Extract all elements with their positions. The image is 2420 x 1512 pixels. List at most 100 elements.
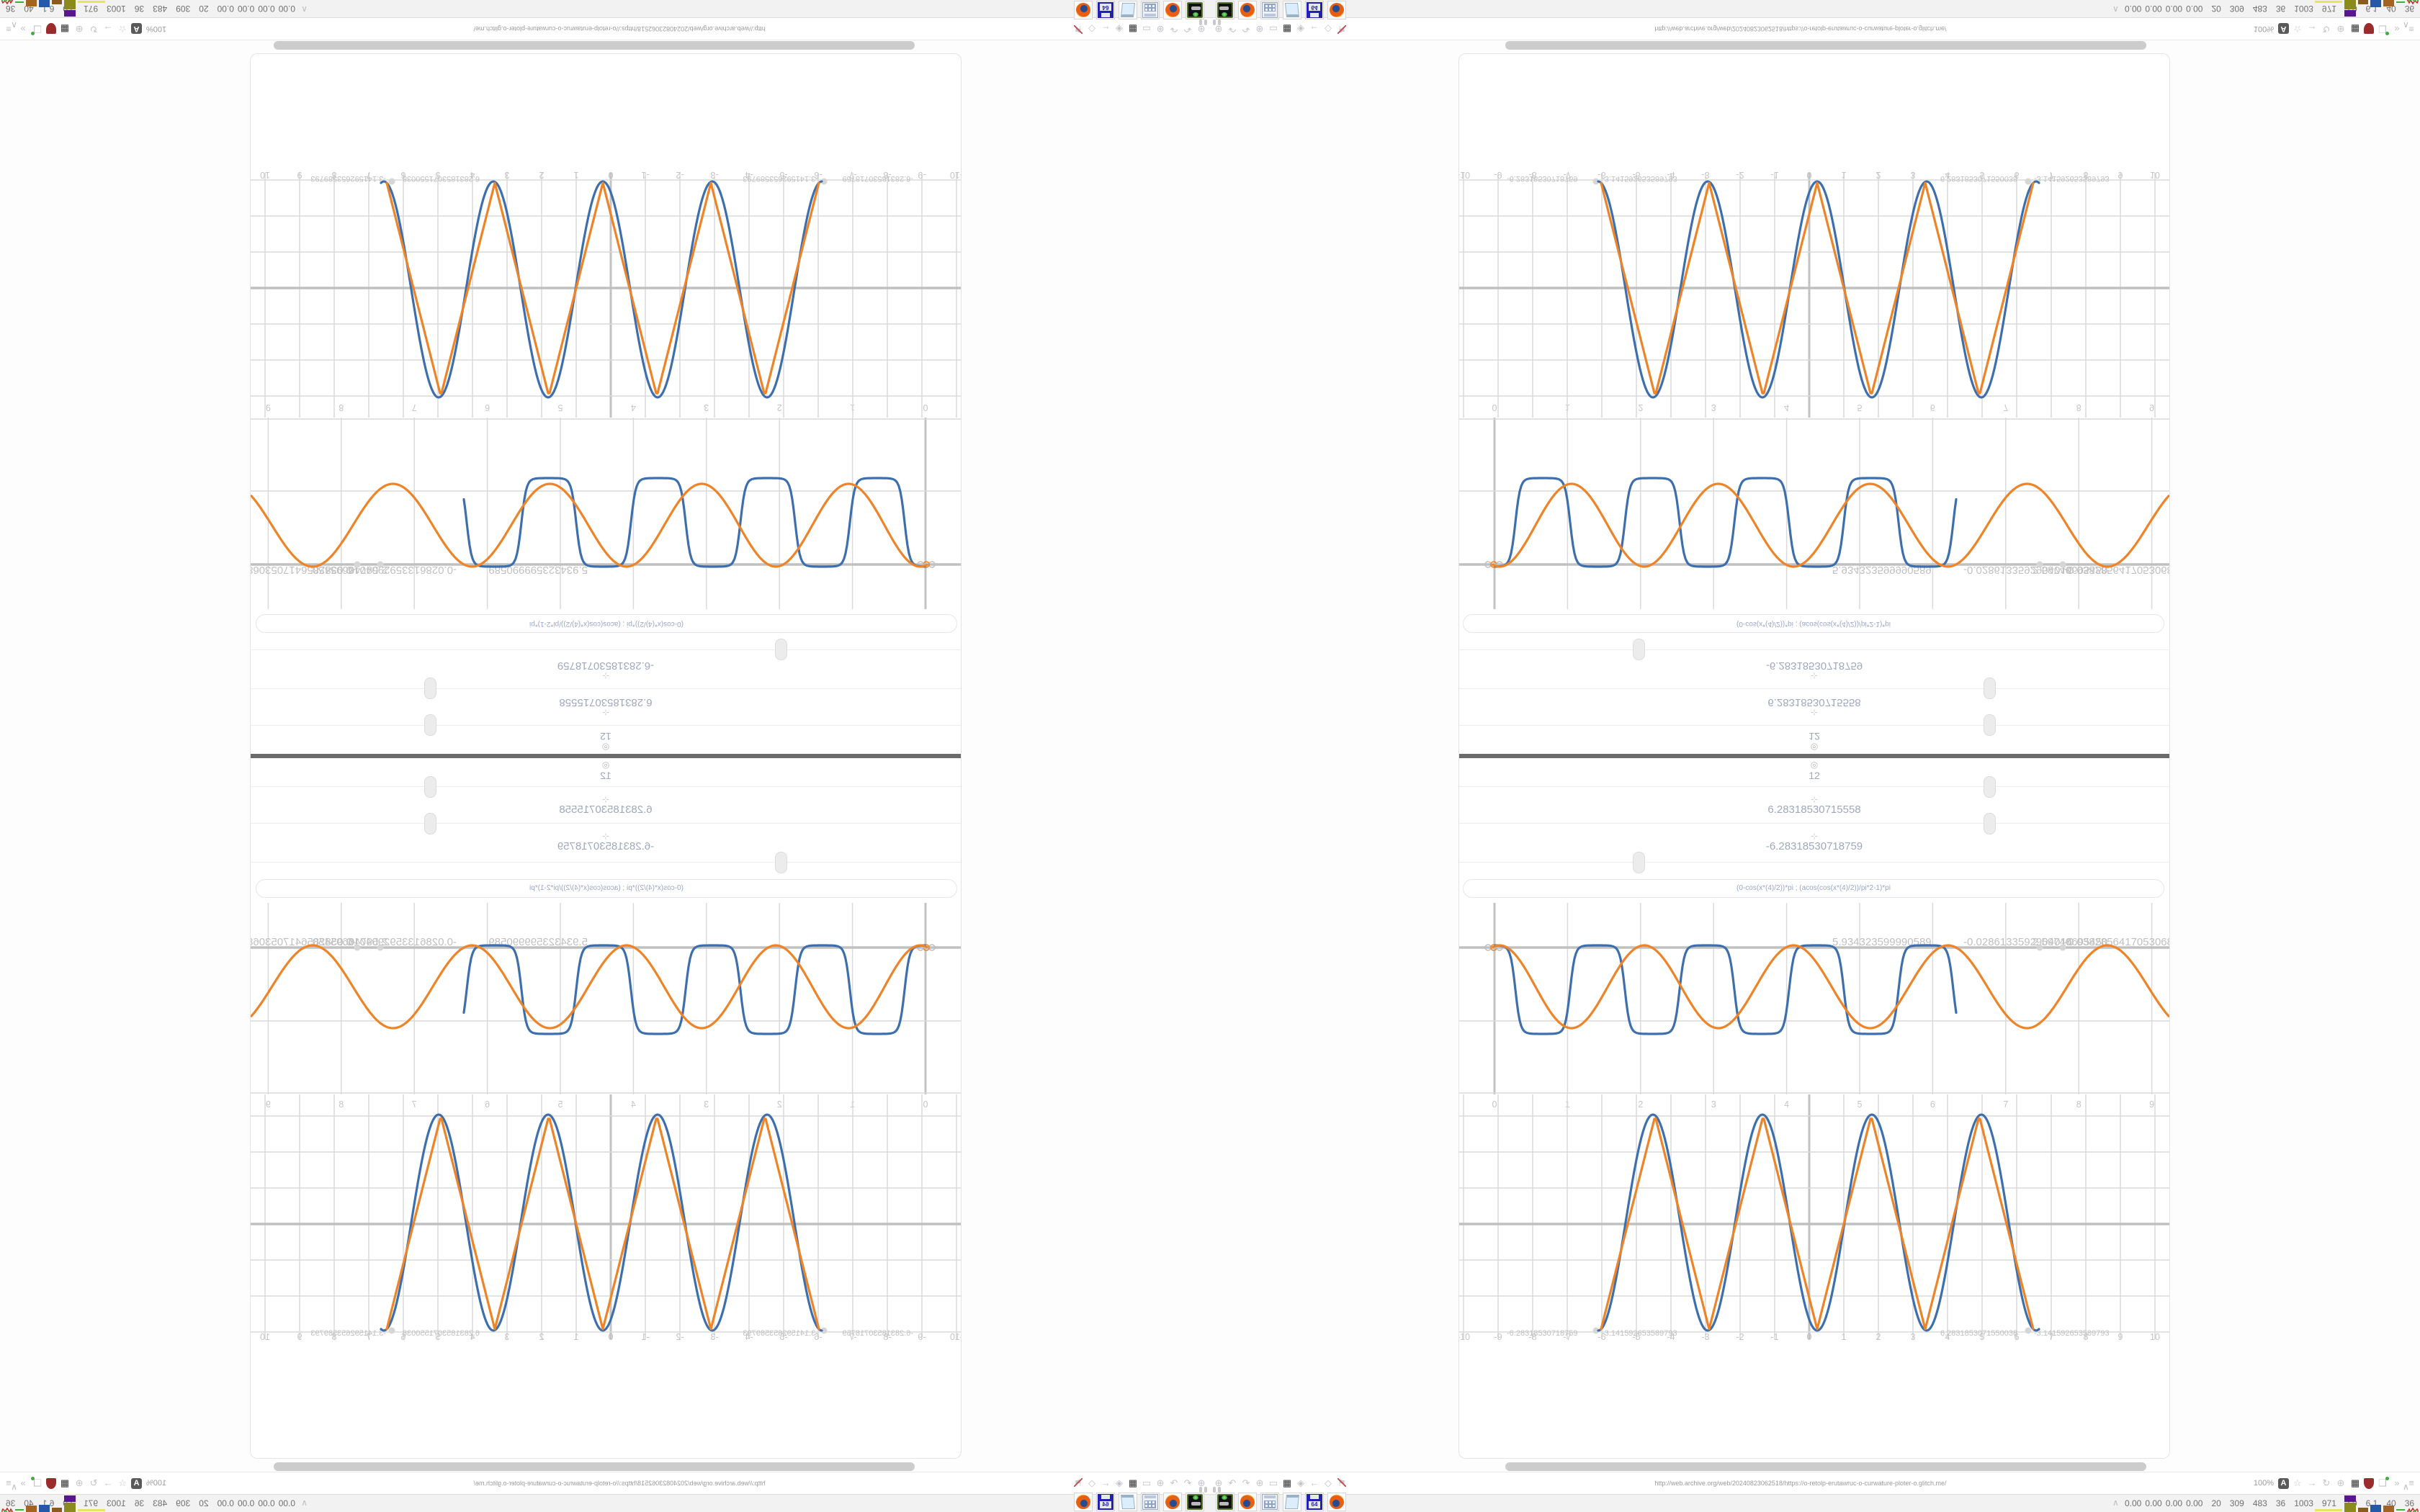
taskbar-app-firefox-icon[interactable] <box>1074 1 1093 19</box>
curve-endpoint-dot[interactable] <box>388 178 395 185</box>
trash-icon[interactable]: ▦ <box>1282 24 1292 35</box>
flag-slash-icon[interactable]: ⚑ <box>1336 1477 1348 1489</box>
taskbar-app-console-icon[interactable] <box>1216 1 1234 19</box>
trash-icon[interactable]: ▦ <box>1282 1477 1292 1488</box>
horizontal-scrollbar[interactable] <box>1505 1462 2146 1471</box>
horizontal-scrollbar[interactable] <box>274 41 915 50</box>
globe-icon[interactable]: ⊕ <box>2336 1477 2345 1488</box>
back-arrow-icon[interactable]: ← <box>1101 24 1111 35</box>
undo-icon[interactable]: ↶ <box>1183 1477 1192 1488</box>
forward-arrow-icon[interactable]: → <box>2307 24 2317 35</box>
curve-endpoint-dot[interactable] <box>2025 178 2032 185</box>
menu-hamburger-icon[interactable]: ≡ <box>2408 1477 2414 1488</box>
expression-input[interactable]: (0-cos(x*(4)/2))*pi ; (acos(cos(x*(4)/2)… <box>1463 614 2164 633</box>
slider-thumb[interactable] <box>1633 852 1645 873</box>
bookmark-star-icon[interactable]: ☆ <box>118 24 127 35</box>
folder-icon[interactable]: ▭ <box>1142 1477 1152 1488</box>
taskbar-app-notepad-icon[interactable] <box>1119 1 1137 19</box>
curve-endpoint-dot[interactable] <box>354 944 361 951</box>
curve-endpoint-dot[interactable] <box>1592 178 1600 185</box>
taskbar-app-firefox-icon[interactable] <box>1163 1493 1182 1511</box>
taskbar-app-notepad-icon[interactable] <box>1283 1493 1301 1511</box>
bookmark-star-icon[interactable]: ☆ <box>2293 24 2302 35</box>
slider-track[interactable] <box>1459 862 2169 863</box>
undo-icon[interactable]: ↶ <box>1183 24 1192 35</box>
redo-icon[interactable]: ↷ <box>1242 1477 1250 1488</box>
forward-arrow-icon[interactable]: → <box>103 24 113 35</box>
bookmark-star-icon[interactable]: ☆ <box>118 1477 127 1488</box>
globe-icon[interactable]: ⊕ <box>1255 24 1264 35</box>
taskbar-app-calculator-icon[interactable] <box>1260 1493 1279 1511</box>
tray-chevron-icon[interactable]: ∧ <box>2112 1498 2119 1508</box>
url-field[interactable]: http://web.archive.org/web/2024082306251… <box>473 1480 766 1487</box>
taskbar-app-firefox-icon[interactable] <box>1327 1 1346 19</box>
taskbar-app-notepad-icon[interactable] <box>1283 1 1301 19</box>
expression-input[interactable]: (0-cos(x*(4)/2))*pi ; (acos(cos(x*(4)/2)… <box>256 614 957 633</box>
flag-slash-icon[interactable]: ⚑ <box>1072 23 1084 35</box>
folder-icon[interactable]: ▭ <box>1268 1477 1278 1488</box>
curve-endpoint-dot[interactable] <box>377 561 384 568</box>
undo-icon[interactable]: ↶ <box>1228 24 1237 35</box>
slider-track[interactable] <box>1459 688 2169 689</box>
expression-input[interactable]: (0-cos(x*(4)/2))*pi ; (acos(cos(x*(4)/2)… <box>1463 879 2164 898</box>
curve-endpoint-dot[interactable] <box>820 1327 828 1334</box>
taskbar-app-firefox-icon[interactable] <box>1327 1493 1346 1511</box>
dock-handle[interactable] <box>1213 19 1216 25</box>
puzzle-icon[interactable]: ❑ <box>2377 23 2388 35</box>
taskbar-app-notepad-icon[interactable] <box>1119 1493 1137 1511</box>
curve-endpoint-dot[interactable] <box>2036 561 2043 568</box>
taskbar-app-floppy-icon[interactable]: 64 <box>1305 1 1324 19</box>
collapse-chevron-icon[interactable]: ∧ <box>2403 1482 2409 1492</box>
trash-icon[interactable]: ▦ <box>60 24 70 35</box>
curve-endpoint-dot[interactable] <box>1592 1327 1600 1334</box>
curve-endpoint-dot[interactable] <box>388 1327 395 1334</box>
trash-icon[interactable]: ▦ <box>2350 1477 2360 1488</box>
url-field[interactable]: http://web.archive.org/web/2024082306251… <box>1654 25 1947 32</box>
redo-icon[interactable]: ↷ <box>1242 24 1250 35</box>
slider-thumb[interactable] <box>1984 714 1996 736</box>
folder-icon[interactable]: ▭ <box>1142 24 1152 35</box>
taskbar-app-floppy-icon[interactable]: 64 <box>1305 1493 1324 1511</box>
reload-icon[interactable]: ↻ <box>89 1477 98 1488</box>
slider-track[interactable] <box>1459 786 2169 787</box>
trash-icon[interactable]: ▦ <box>1128 24 1138 35</box>
slider-track[interactable] <box>251 725 961 726</box>
globe-icon[interactable]: ⊕ <box>2336 24 2345 35</box>
puzzle-icon[interactable]: ❑ <box>2377 1477 2389 1489</box>
taskbar-app-firefox-icon[interactable] <box>1238 1493 1257 1511</box>
flag-slash-icon[interactable]: ⚑ <box>1072 1477 1084 1489</box>
dock-handle[interactable] <box>1218 19 1221 25</box>
forward-arrow-icon[interactable]: → <box>2307 1477 2317 1488</box>
url-field[interactable]: http://web.archive.org/web/2024082306251… <box>1654 1480 1947 1487</box>
redo-icon[interactable]: ↷ <box>1170 1477 1178 1488</box>
slider-thumb[interactable] <box>1984 813 1996 834</box>
shield-red-icon[interactable] <box>2364 1477 2374 1489</box>
collapse-chevron-icon[interactable]: ∧ <box>11 20 17 30</box>
tray-chevron-icon[interactable]: ∧ <box>2112 4 2119 14</box>
slider-track[interactable] <box>251 786 961 787</box>
badge-icon[interactable]: ◈ <box>1297 1477 1304 1488</box>
slider-thumb[interactable] <box>424 678 436 699</box>
dock-handle[interactable] <box>1199 1487 1202 1493</box>
reload-icon[interactable]: ↻ <box>2322 1477 2331 1488</box>
shield-red-icon[interactable] <box>46 23 56 35</box>
slider-track[interactable] <box>251 823 961 824</box>
taskbar-app-console-icon[interactable] <box>1186 1 1204 19</box>
globe-icon[interactable]: ⊕ <box>75 1477 84 1488</box>
slider-track[interactable] <box>1459 649 2169 650</box>
shield-red-icon[interactable] <box>46 1477 56 1489</box>
back-arrow-icon[interactable]: ← <box>1309 1477 1319 1488</box>
slider-thumb[interactable] <box>424 714 436 736</box>
tray-chevron-icon[interactable]: ∧ <box>301 1498 308 1508</box>
slider-thumb[interactable] <box>1984 678 1996 699</box>
dock-handle[interactable] <box>1204 1487 1207 1493</box>
undo-icon[interactable]: ↶ <box>1228 1477 1237 1488</box>
globe-icon[interactable]: ⊕ <box>75 24 84 35</box>
expression-input[interactable]: (0-cos(x*(4)/2))*pi ; (acos(cos(x*(4)/2)… <box>256 879 957 898</box>
globe-icon[interactable]: ⊕ <box>1156 24 1165 35</box>
slider-thumb[interactable] <box>1633 639 1645 660</box>
back-arrow-icon[interactable]: ← <box>1101 1477 1111 1488</box>
slider-track[interactable] <box>251 649 961 650</box>
badge-icon[interactable]: ◈ <box>1297 24 1304 35</box>
curve-endpoint-dot[interactable] <box>2025 1327 2032 1334</box>
